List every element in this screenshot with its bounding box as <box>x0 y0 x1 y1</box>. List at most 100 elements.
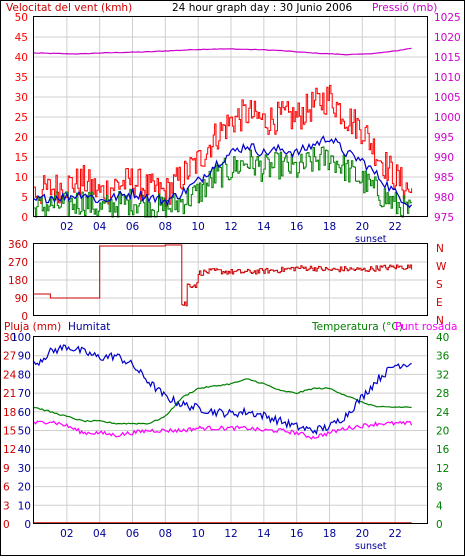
wind-pressure-frame <box>33 16 428 217</box>
direction-degree-tick: 180 <box>8 275 28 287</box>
wind-direction-series <box>34 244 413 307</box>
time-tick: 12 <box>224 528 237 540</box>
pressure-tick-labels: 975 980 985 990 995 1000 1005 1010 1015 1020 1025 <box>434 12 461 224</box>
direction-degree-tick: 0 <box>21 311 28 323</box>
humidity-tick: 80 <box>18 369 31 381</box>
dewpoint-series <box>33 420 413 440</box>
compass-tick: E <box>436 297 443 309</box>
wind-speed-tick: 25 <box>15 112 28 124</box>
rain-tick: 9 <box>3 463 10 475</box>
wind-pressure-time-labels: 02 04 06 08 10 12 14 16 18 20 22 <box>60 221 402 233</box>
humidity-axis-title: Humitat <box>68 321 110 333</box>
temperature-tick: 0 <box>436 519 443 531</box>
rain-tick: 3 <box>3 500 10 512</box>
wind-green-series <box>34 146 413 218</box>
wind-speed-tick-labels: 0 5 10 15 20 25 30 35 40 45 50 <box>15 12 28 224</box>
pressure-tick: 975 <box>434 212 454 224</box>
rain-tick: 30 <box>3 332 16 344</box>
time-tick: 06 <box>126 528 140 540</box>
humidity-tick: 30 <box>18 463 31 475</box>
rain-tick: 0 <box>3 519 10 531</box>
time-tick: 22 <box>388 221 401 233</box>
humidity-tick: 40 <box>18 444 31 456</box>
time-tick: 08 <box>159 528 172 540</box>
humidity-series <box>33 344 412 436</box>
temperature-tick: 8 <box>436 482 443 494</box>
temperature-tick: 24 <box>436 407 450 419</box>
rain-tick: 21 <box>3 388 16 400</box>
time-tick: 10 <box>191 221 204 233</box>
compass-tick: S <box>436 279 443 291</box>
pressure-tick: 1000 <box>434 112 461 124</box>
time-tick: 02 <box>60 528 73 540</box>
graph-title: 24 hour graph day : 30 Junio 2006 <box>172 2 353 14</box>
time-tick: 20 <box>356 221 369 233</box>
wind-speed-tick: 15 <box>15 152 28 164</box>
pressure-tick: 985 <box>434 172 454 184</box>
temperature-tick: 16 <box>436 444 450 456</box>
temperature-tick: 36 <box>436 351 450 363</box>
time-tick: 14 <box>257 221 271 233</box>
wind-speed-tick: 10 <box>15 172 28 184</box>
time-tick: 06 <box>126 221 140 233</box>
pressure-tick: 1020 <box>434 32 461 44</box>
direction-degree-tick: 360 <box>8 239 28 251</box>
humidity-tick: 100 <box>11 332 31 344</box>
sunset-annotation-top: sunset <box>355 234 387 245</box>
rain-tick: 6 <box>3 482 10 494</box>
wind-speed-tick: 50 <box>15 12 28 24</box>
pressure-tick: 990 <box>434 152 454 164</box>
pressure-tick: 995 <box>434 132 454 144</box>
dewpoint-axis-title: Punt rosada <box>395 321 457 333</box>
temperature-tick: 32 <box>436 369 449 381</box>
time-tick: 18 <box>323 528 336 540</box>
time-tick: 14 <box>257 528 271 540</box>
wind-speed-axis-title: Velocitat del vent (kmh) <box>6 2 132 14</box>
direction-degree-tick: 90 <box>15 293 28 305</box>
time-tick: 12 <box>224 221 237 233</box>
pressure-tick: 1015 <box>434 52 461 64</box>
rain-tick: 18 <box>3 407 16 419</box>
time-tick: 22 <box>388 528 401 540</box>
time-tick: 08 <box>159 221 172 233</box>
humidity-tick: 0 <box>24 519 31 531</box>
wind-speed-tick: 40 <box>15 52 28 64</box>
temperature-tick: 28 <box>436 388 449 400</box>
humidity-tick: 10 <box>18 500 31 512</box>
wind-speed-tick: 30 <box>15 92 28 104</box>
temperature-tick: 40 <box>436 332 449 344</box>
time-tick: 04 <box>93 528 107 540</box>
wind-speed-tick: 45 <box>15 32 28 44</box>
humidity-tick: 70 <box>18 388 31 400</box>
wind-speed-tick: 35 <box>15 72 28 84</box>
temperature-axis-title: Temperatura (°C) <box>311 321 403 333</box>
rain-tick: 12 <box>3 444 16 456</box>
wind-speed-tick: 20 <box>15 132 28 144</box>
pressure-axis-title: Pressió (mb) <box>372 2 437 14</box>
compass-tick: N <box>436 315 444 327</box>
compass-tick: N <box>436 243 444 255</box>
wind-average-series <box>33 135 413 209</box>
time-tick: 16 <box>290 221 304 233</box>
time-tick: 02 <box>60 221 73 233</box>
humidity-tick-labels: 0 10 20 30 40 50 60 70 80 90 100 <box>11 332 31 531</box>
rain-tick-labels: 0 3 6 9 12 15 18 21 24 27 30 <box>3 332 17 531</box>
humidity-temperature-frame <box>33 336 428 524</box>
pressure-tick: 1005 <box>434 92 461 104</box>
humidity-tick: 20 <box>18 482 31 494</box>
pressure-tick: 1025 <box>434 12 461 24</box>
time-tick: 04 <box>93 221 107 233</box>
temperature-series <box>33 378 412 425</box>
sunset-annotation-bottom: sunset <box>355 541 387 552</box>
pressure-tick: 980 <box>434 192 454 204</box>
humidity-temperature-grid <box>34 337 428 524</box>
rain-tick: 15 <box>3 426 16 438</box>
humidity-tick: 60 <box>18 407 31 419</box>
time-tick: 20 <box>356 528 369 540</box>
wind-direction-grid <box>34 244 428 316</box>
temperature-tick: 12 <box>436 463 449 475</box>
direction-degree-tick: 270 <box>8 257 28 269</box>
rain-axis-title: Pluja (mm) <box>4 321 61 333</box>
time-tick: 18 <box>323 221 336 233</box>
